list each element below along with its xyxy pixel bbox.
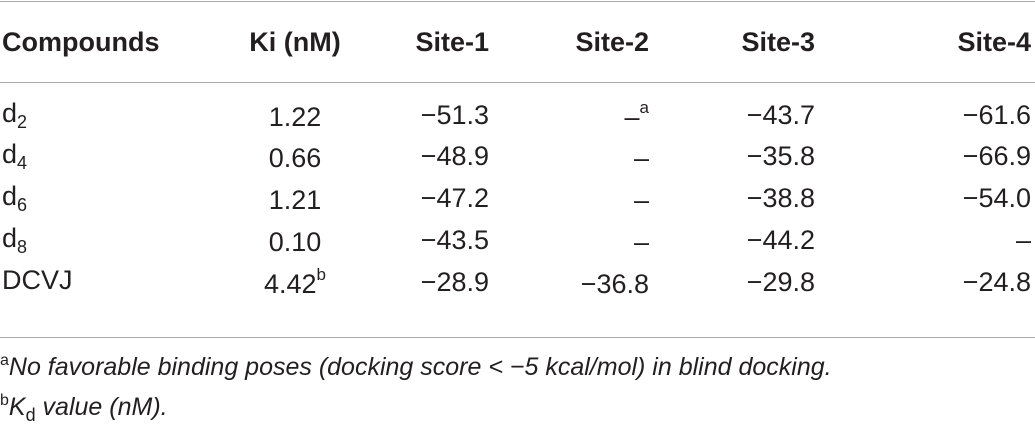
table-header-rule	[0, 82, 1035, 83]
ki-value: 0.10	[268, 226, 322, 257]
table-row: d4 0.66 −48.9 – −35.8 −66.9	[0, 135, 1035, 177]
site-2-value: –	[624, 102, 640, 132]
cell-compound: d8	[0, 219, 190, 261]
footnote-text: value (nM).	[35, 393, 168, 421]
table-footnotes: aNo favorable binding poses (docking sco…	[0, 344, 832, 432]
cell-compound: DCVJ	[0, 261, 190, 303]
cell-site-2: –a	[555, 84, 715, 135]
cell-site-1: −47.2	[420, 182, 489, 213]
cell-compound: d4	[0, 135, 190, 177]
footnote-b: bKd value (nM).	[0, 384, 832, 432]
cell-site-2: –	[555, 219, 715, 261]
cell-site-1: −28.9	[420, 266, 489, 297]
site-2-value: –	[633, 184, 649, 215]
compound-name: d	[2, 98, 18, 128]
cell-ki: 0.66	[190, 135, 400, 177]
site-2-footnote-mark: a	[639, 98, 649, 117]
ki-footnote-mark: b	[316, 264, 327, 284]
cell-site-2: –	[555, 177, 715, 219]
footnote-mark: a	[0, 352, 9, 369]
cell-site-3: −29.8	[746, 266, 815, 297]
compound-name: d	[2, 222, 18, 253]
header-site-1: Site-1	[415, 26, 489, 57]
cell-site-1: −43.5	[420, 224, 489, 255]
header-compounds: Compounds	[2, 26, 160, 57]
cell-site-2: –	[555, 135, 715, 177]
table-header-row: Compounds Ki (nM) Site-1 Site-2 Site-3 S…	[0, 0, 1035, 84]
cell-ki: 4.42b	[190, 261, 400, 303]
table-bottom-rule	[0, 337, 1035, 338]
cell-site-4: −61.6	[962, 100, 1031, 130]
header-site-2: Site-2	[575, 26, 649, 57]
header-site-4: Site-4	[957, 26, 1031, 57]
compound-name: d	[2, 138, 18, 169]
ki-value: 4.42	[263, 268, 317, 299]
table-row: DCVJ 4.42b −28.9 −36.8 −29.8 −24.8	[0, 261, 1035, 303]
compound-name: d	[2, 180, 18, 211]
site-2-value: –	[633, 142, 649, 173]
header-site-3: Site-3	[741, 26, 815, 57]
table-row: d6 1.21 −47.2 – −38.8 −54.0	[0, 177, 1035, 219]
docking-score-table: Compounds Ki (nM) Site-1 Site-2 Site-3 S…	[0, 0, 1035, 303]
footnote-symbol: K	[8, 393, 26, 421]
compound-name: DCVJ	[2, 264, 73, 295]
cell-compound: d6	[0, 177, 190, 219]
cell-ki: 1.22	[190, 84, 400, 135]
compound-subscript: 4	[17, 152, 28, 173]
footnote-text: No favorable binding poses (docking scor…	[8, 353, 832, 381]
cell-site-1: −48.9	[420, 140, 489, 171]
compound-subscript: 2	[17, 112, 28, 132]
cell-site-3: −38.8	[746, 182, 815, 213]
table-row: d2 1.22 −51.3 –a −43.7 −61.6	[0, 84, 1035, 135]
cell-site-2: −36.8	[555, 261, 715, 303]
cell-site-4: –	[1015, 224, 1031, 255]
cell-ki: 0.10	[190, 219, 400, 261]
cell-site-3: −43.7	[746, 100, 815, 130]
cell-site-1: −51.3	[420, 100, 489, 130]
cell-site-3: −44.2	[746, 224, 815, 255]
compound-subscript: 6	[17, 194, 28, 215]
footnote-a: aNo favorable binding poses (docking sco…	[0, 344, 832, 384]
footnote-mark: b	[0, 392, 9, 409]
ki-value: 1.22	[268, 102, 322, 132]
ki-value: 1.21	[268, 184, 322, 215]
table-top-rule	[0, 1, 1035, 2]
site-2-value: −36.8	[580, 268, 649, 299]
ki-value: 0.66	[268, 142, 322, 173]
cell-compound: d2	[0, 84, 190, 135]
cell-site-4: −66.9	[962, 140, 1031, 171]
table-row: d8 0.10 −43.5 – −44.2 –	[0, 219, 1035, 261]
site-2-value: –	[633, 226, 649, 257]
header-ki: Ki (nM)	[249, 26, 341, 57]
footnote-symbol-subscript: d	[25, 405, 36, 425]
cell-site-4: −24.8	[962, 266, 1031, 297]
cell-ki: 1.21	[190, 177, 400, 219]
cell-site-4: −54.0	[962, 182, 1031, 213]
compound-subscript: 8	[17, 236, 28, 257]
cell-site-3: −35.8	[746, 140, 815, 171]
